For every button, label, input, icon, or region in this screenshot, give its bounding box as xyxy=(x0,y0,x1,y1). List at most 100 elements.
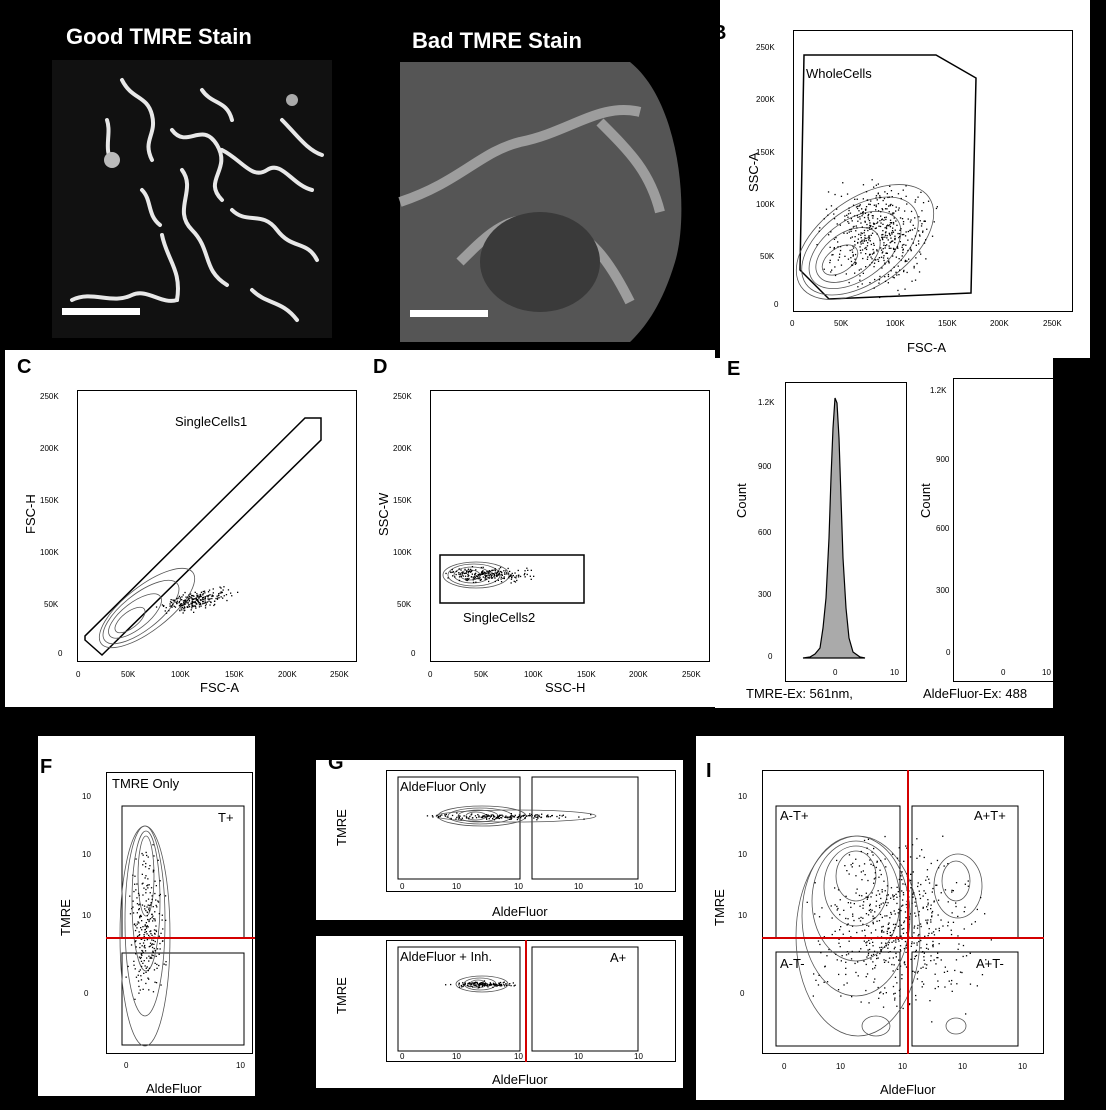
panel-e-right-ylabel: Count xyxy=(918,483,933,518)
panel-d-ylabel: SSC-W xyxy=(376,492,391,536)
panel-c-xtick-2: 100K xyxy=(171,670,190,679)
panel-c-contours xyxy=(98,567,196,649)
panel-c-ytick-0: 0 xyxy=(58,649,63,658)
panel-h-label: H xyxy=(328,918,343,940)
panel-d-ytick-2: 100K xyxy=(393,548,412,557)
panel-e-label: E xyxy=(727,358,741,380)
panel-g-overlay xyxy=(397,776,639,880)
t-minus-gate-f xyxy=(121,952,245,1046)
panel-h-ylabel: TMRE xyxy=(334,977,349,1014)
panel-d-xlabel: SSC-H xyxy=(545,680,586,695)
singlecells1-gate-label: SingleCells1 xyxy=(175,414,248,429)
a-plus-t-plus-gate xyxy=(911,805,1019,939)
panel-i-xtick-2: 10 xyxy=(898,1062,907,1071)
panel-f-ytick-2: 10 xyxy=(82,911,91,920)
panel-c-plot xyxy=(77,390,357,662)
panel-h-xtick-0: 0 xyxy=(400,1052,405,1061)
panel-i-xtick-0: 0 xyxy=(782,1062,787,1071)
panel-g-gate-left xyxy=(397,776,521,880)
panel-e-right-plot xyxy=(953,378,1053,682)
panel-g-xtick-2: 10 xyxy=(514,882,523,891)
panel-i-plot xyxy=(762,770,1044,1054)
panel-g-xlabel: AldeFluor xyxy=(492,904,548,919)
panel-f-title: TMRE Only xyxy=(112,776,180,791)
gate-a-plus-t-plus-label: A+T+ xyxy=(974,808,1006,823)
panel-h-overlay xyxy=(397,940,639,1062)
wholecells-gate xyxy=(799,54,977,300)
panel-h-plot xyxy=(386,940,676,1062)
panel-g-plot xyxy=(386,770,676,892)
panel-e-caption-left: TMRE-Ex: 561nm, xyxy=(746,686,853,701)
panel-d-ytick-0: 0 xyxy=(411,649,416,658)
panel-c-xtick-3: 150K xyxy=(225,670,244,679)
panel-h-xtick-3: 10 xyxy=(574,1052,583,1061)
panel-e-left-ytick-3: 900 xyxy=(758,462,772,471)
panel-d-xtick-0: 0 xyxy=(428,670,433,679)
panel-b-contours xyxy=(795,184,935,300)
panel-d-label: D xyxy=(373,356,388,378)
panel-e-right-xtick-0: 0 xyxy=(1001,668,1006,677)
panel-e-right-ytick-0: 0 xyxy=(946,648,951,657)
panel-f-ytick-1: 10 xyxy=(82,850,91,859)
panel-f: F TMRE Only T+ AldeFluor TMRE 10 10 10 0… xyxy=(38,736,255,1096)
panel-b: B WholeCells FSC-A SSC-A 0 50K 100K 150K… xyxy=(712,0,1090,358)
panel-e-right-ytick-3: 900 xyxy=(936,455,950,464)
panel-i-overlay xyxy=(762,770,1044,1054)
panel-f-ytick-0: 10 xyxy=(82,792,91,801)
good-stain-image xyxy=(52,60,332,338)
t-plus-gate-label: T+ xyxy=(218,810,234,825)
panel-h: H AldeFluor + Inh. A+ AldeFluor TMRE 0 1… xyxy=(316,918,683,1088)
panel-b-overlay xyxy=(795,54,977,300)
panel-i-xtick-4: 10 xyxy=(1018,1062,1027,1071)
panel-e-right-ytick-1: 300 xyxy=(936,586,950,595)
panel-f-ylabel: TMRE xyxy=(58,899,73,936)
panel-h-xtick-2: 10 xyxy=(514,1052,523,1061)
panel-d-plot xyxy=(430,390,710,662)
panel-f-xtick-1: 10 xyxy=(236,1061,245,1070)
panel-e-right-ytick-4: 1.2K xyxy=(930,386,947,395)
panel-d-xtick-4: 200K xyxy=(629,670,648,679)
panel-d-xtick-3: 150K xyxy=(577,670,596,679)
panel-i: I A-T+ A+T+ A-T- A+T- AldeFluor TMRE 10 … xyxy=(696,736,1064,1100)
panel-h-gate-left xyxy=(397,946,521,1052)
panel-f-plot xyxy=(106,772,253,1054)
panel-b-ytick-5: 250K xyxy=(756,43,775,52)
panel-b-ytick-2: 100K xyxy=(756,200,775,209)
panel-c-ylabel: FSC-H xyxy=(23,494,38,534)
panel-i-ytick-3: 0 xyxy=(740,989,745,998)
a-minus-t-minus-gate xyxy=(775,951,901,1047)
panel-b-ytick-4: 200K xyxy=(756,95,775,104)
panel-h-xtick-4: 10 xyxy=(634,1052,643,1061)
panel-c-ytick-5: 250K xyxy=(40,392,59,401)
panel-e-left-xtick-1: 10 xyxy=(890,668,899,677)
panel-f-overlay xyxy=(106,805,255,1047)
panel-h-title: AldeFluor + Inh. xyxy=(400,949,493,964)
panel-f-label: F xyxy=(40,756,53,778)
panel-b-xlabel: FSC-A xyxy=(907,340,946,355)
panel-c-xtick-0: 0 xyxy=(76,670,81,679)
panel-g-xtick-0: 0 xyxy=(400,882,405,891)
panel-b-xtick-1: 50K xyxy=(834,319,849,328)
a-minus-t-plus-gate xyxy=(775,805,901,939)
panel-b-xtick-2: 100K xyxy=(886,319,905,328)
panel-e-right-xtick-1: 10 xyxy=(1042,668,1051,677)
panel-b-xtick-0: 0 xyxy=(790,319,795,328)
panel-c-xtick-1: 50K xyxy=(121,670,136,679)
panel-f-ytick-3: 0 xyxy=(84,989,89,998)
panel-e-caption-right: AldeFluor-Ex: 488 xyxy=(923,686,1028,701)
panel-c-ytick-3: 150K xyxy=(40,496,59,505)
panel-b-plot xyxy=(793,30,1073,312)
panel-b-ytick-0: 0 xyxy=(774,300,779,309)
panel-c: C SingleCells1 FSC-A FSC-H 0 50K 100K 15… xyxy=(5,350,362,707)
panel-i-ylabel: TMRE xyxy=(712,889,727,926)
panel-h-xlabel: AldeFluor xyxy=(492,1072,548,1087)
panel-b-label: B xyxy=(712,22,727,44)
panel-h-xtick-1: 10 xyxy=(452,1052,461,1061)
panel-d-xtick-5: 250K xyxy=(682,670,701,679)
panel-a-micrographs: Good TMRE Stain Bad TMRE Stain xyxy=(0,0,720,350)
panel-g-ylabel: TMRE xyxy=(334,809,349,846)
gate-a-minus-t-plus-label: A-T+ xyxy=(780,808,809,823)
gate-a-minus-t-minus-label: A-T- xyxy=(780,956,805,971)
panel-c-xtick-4: 200K xyxy=(278,670,297,679)
panel-g-xtick-4: 10 xyxy=(634,882,643,891)
